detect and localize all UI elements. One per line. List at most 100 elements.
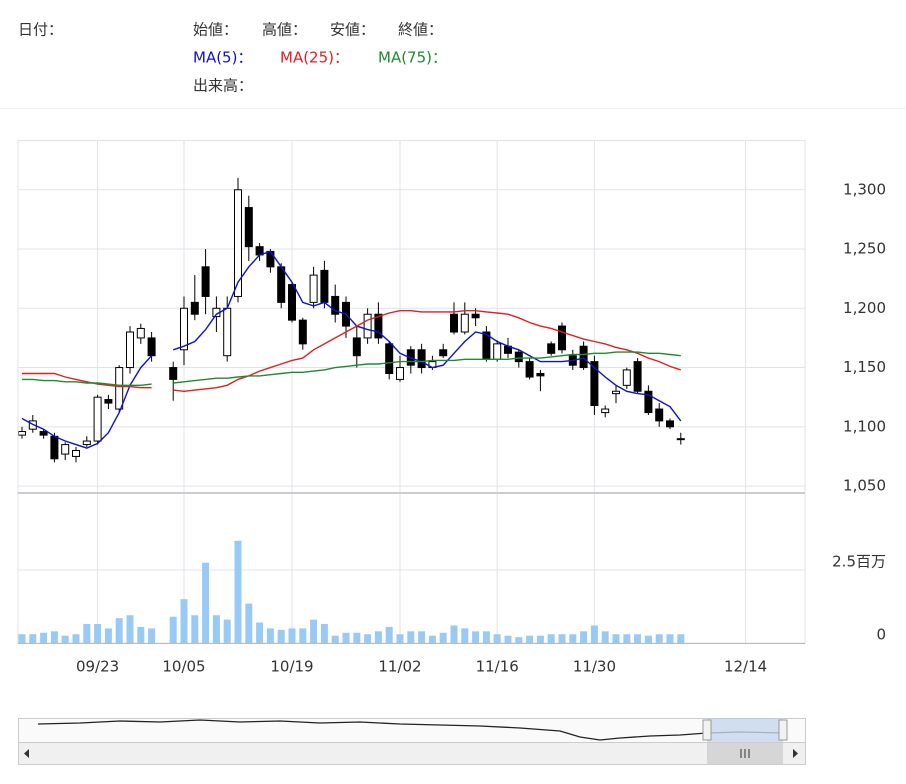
candle-body <box>547 343 556 354</box>
candle-body <box>331 295 340 315</box>
candle-body <box>363 313 372 339</box>
candle-body <box>590 361 599 406</box>
scrollbar[interactable] <box>18 742 806 765</box>
volume-bar <box>61 635 69 643</box>
candle-body <box>666 420 674 428</box>
candle-body <box>439 349 448 357</box>
candle-body <box>612 390 620 395</box>
low-label: 安値： <box>330 21 375 39</box>
volume-bar <box>623 634 631 643</box>
volume-bar <box>666 634 674 643</box>
candle-body <box>471 313 480 319</box>
candle-body <box>558 325 566 351</box>
candle-body <box>190 301 199 315</box>
volume-bar <box>655 634 663 643</box>
volume-bar <box>104 628 112 643</box>
candle-body <box>514 351 523 363</box>
candle-body <box>288 284 296 321</box>
volume-bar <box>612 634 620 643</box>
y-tick-label: 1,300 <box>843 180 886 198</box>
candle-body <box>18 431 26 436</box>
volume-bar <box>526 635 534 643</box>
candle-body <box>277 266 286 303</box>
volume-bar <box>94 624 102 643</box>
candle-body <box>309 274 318 303</box>
volume-bar <box>504 635 512 643</box>
volume-bar <box>407 631 415 643</box>
volume-bar <box>126 615 134 643</box>
navigator-selection[interactable] <box>707 719 783 742</box>
volume-bar <box>569 634 577 643</box>
scroll-right[interactable] <box>793 749 798 758</box>
volume-bar <box>115 618 123 643</box>
candle-body <box>298 319 307 345</box>
navigator[interactable] <box>18 718 806 743</box>
volume-bar <box>72 634 80 643</box>
candle-body <box>536 372 545 377</box>
volume-bar <box>320 624 328 643</box>
volume-bar <box>191 615 199 643</box>
volume-bar <box>202 562 210 643</box>
open-label: 始値： <box>193 21 238 39</box>
date-label: 日付： <box>18 21 63 39</box>
volume-bar <box>536 635 544 643</box>
candle-body <box>234 189 242 297</box>
volume-bar <box>137 626 145 643</box>
navigator-handle-left[interactable] <box>702 719 712 741</box>
volume-bar <box>180 599 188 643</box>
y-tick-label: 1,200 <box>843 299 886 317</box>
scrollbar-track <box>18 742 806 765</box>
y-tick-label: 1,050 <box>843 477 886 495</box>
candle-body <box>601 408 610 414</box>
volume-bar <box>396 634 404 643</box>
volume-bar <box>644 635 652 643</box>
navigator-handle-right[interactable] <box>778 719 788 741</box>
volume-bar <box>439 632 447 643</box>
candle-body <box>201 266 210 297</box>
candle-body <box>136 327 145 339</box>
candle-body <box>352 337 361 357</box>
close-label: 終値： <box>398 21 443 39</box>
candle-body <box>320 269 329 303</box>
volume-bar <box>385 626 393 643</box>
volume-bar <box>212 615 220 643</box>
candle-body <box>39 431 48 436</box>
plot-border <box>17 140 806 644</box>
volume-bar <box>245 603 253 643</box>
candle-body <box>655 408 664 422</box>
candle-body <box>244 207 253 248</box>
volume-bar <box>83 624 91 643</box>
volume-bar <box>40 632 48 643</box>
candle-body <box>417 349 426 369</box>
navigator-line <box>37 719 784 741</box>
volume-bar <box>472 631 480 643</box>
volume-bar <box>374 631 382 643</box>
volume-bar <box>50 631 58 643</box>
volume-bar <box>299 628 307 643</box>
y2-tick-label: 2.5百万 <box>832 552 886 570</box>
legend-ma5: MA(5)： <box>193 49 252 67</box>
x-tick-label: 11/16 <box>476 658 519 676</box>
volume-bar <box>148 628 156 643</box>
volume-bar <box>266 628 274 643</box>
x-tick-label: 11/02 <box>378 658 421 676</box>
candle-body <box>115 367 124 410</box>
y2-tick-label: 0 <box>876 626 886 644</box>
candle-body <box>104 399 113 404</box>
volume-bar <box>331 635 339 643</box>
volume-bar <box>601 631 609 643</box>
candle-body <box>126 331 134 369</box>
volume-bar <box>634 634 642 643</box>
volume-bar <box>234 540 242 643</box>
candle-body <box>180 307 188 351</box>
ma-line <box>22 310 682 393</box>
y-tick-label: 1,100 <box>843 417 886 435</box>
ma-line <box>22 351 681 386</box>
x-tick-label: 09/23 <box>76 658 119 676</box>
volume-bar <box>418 631 426 643</box>
volume-bar <box>310 619 318 643</box>
volume-bar <box>547 634 555 643</box>
candle-body <box>385 343 394 374</box>
scroll-left[interactable] <box>24 749 29 758</box>
